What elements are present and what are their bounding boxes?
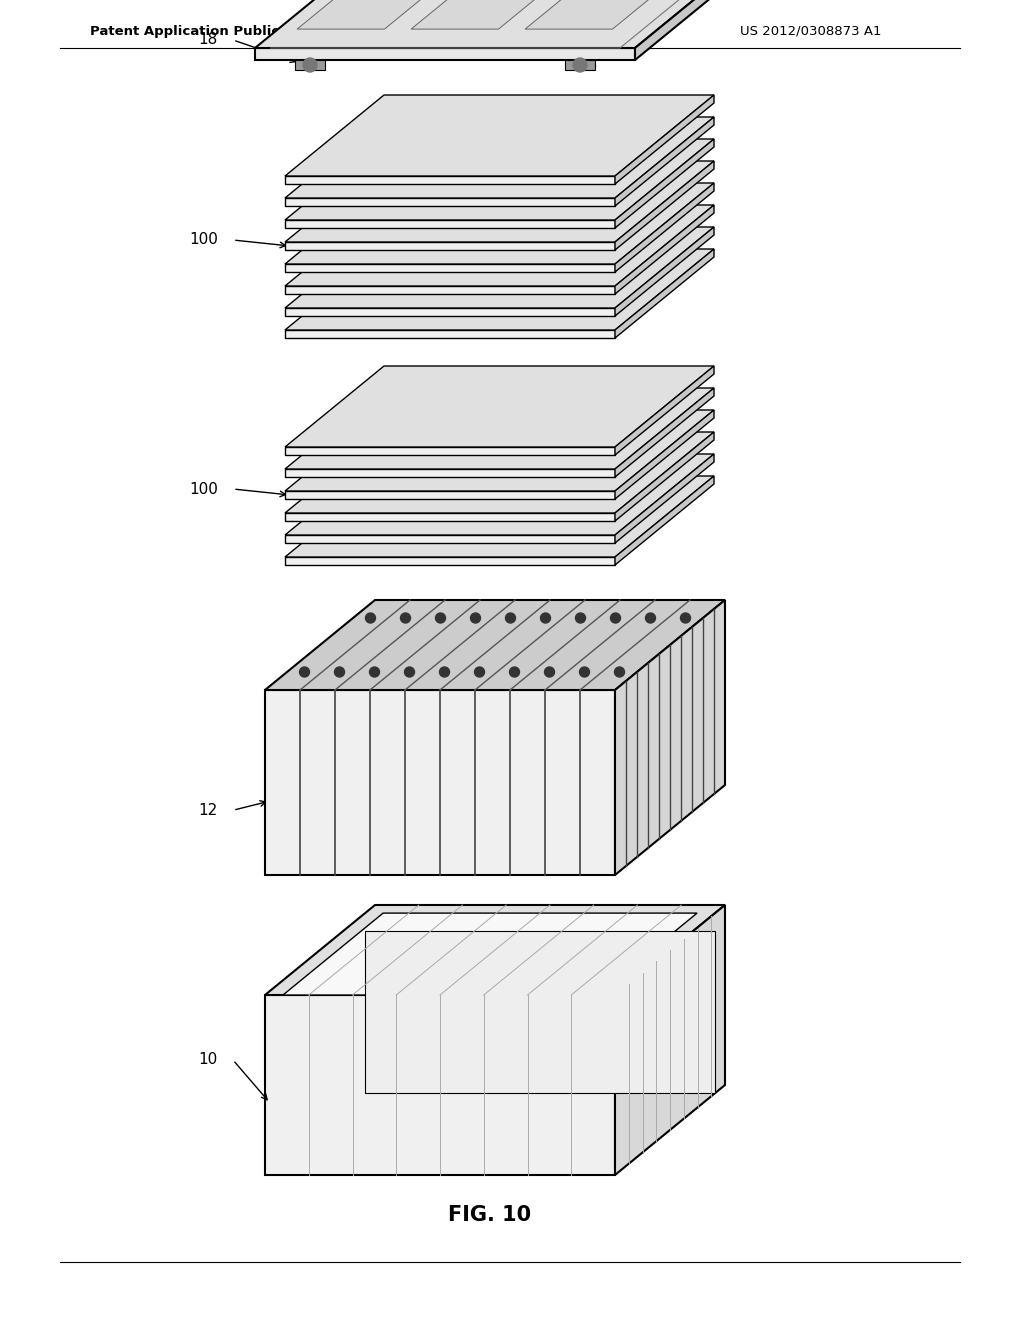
Polygon shape	[265, 690, 615, 875]
Polygon shape	[615, 601, 725, 875]
Polygon shape	[285, 176, 615, 183]
Circle shape	[335, 667, 344, 677]
Polygon shape	[285, 183, 714, 264]
Text: 10: 10	[199, 1052, 218, 1068]
Polygon shape	[285, 95, 714, 176]
Circle shape	[506, 612, 515, 623]
Polygon shape	[285, 469, 615, 477]
Polygon shape	[265, 995, 615, 1175]
Circle shape	[299, 667, 309, 677]
Polygon shape	[285, 454, 714, 535]
Polygon shape	[565, 59, 595, 70]
Polygon shape	[265, 601, 725, 690]
Polygon shape	[615, 183, 714, 272]
Polygon shape	[265, 906, 725, 995]
Polygon shape	[285, 205, 714, 286]
Circle shape	[541, 612, 551, 623]
Polygon shape	[615, 205, 714, 294]
Circle shape	[610, 612, 621, 623]
Text: US 2012/0308873 A1: US 2012/0308873 A1	[740, 25, 882, 38]
Polygon shape	[295, 59, 325, 70]
Polygon shape	[285, 477, 714, 557]
Circle shape	[303, 58, 317, 73]
Polygon shape	[285, 330, 615, 338]
Circle shape	[439, 667, 450, 677]
Polygon shape	[615, 227, 714, 315]
Circle shape	[510, 667, 519, 677]
Circle shape	[580, 667, 590, 677]
Polygon shape	[255, 48, 635, 59]
Polygon shape	[285, 220, 615, 228]
Polygon shape	[285, 264, 615, 272]
Circle shape	[575, 612, 586, 623]
Circle shape	[681, 612, 690, 623]
Polygon shape	[285, 447, 615, 455]
Polygon shape	[615, 454, 714, 543]
Polygon shape	[285, 432, 714, 513]
Polygon shape	[255, 0, 790, 48]
Polygon shape	[285, 557, 615, 565]
Circle shape	[435, 612, 445, 623]
Text: 100: 100	[189, 232, 218, 248]
Text: 12: 12	[199, 803, 218, 818]
Polygon shape	[285, 249, 714, 330]
Polygon shape	[635, 0, 790, 59]
Circle shape	[470, 612, 480, 623]
Polygon shape	[285, 161, 714, 242]
Polygon shape	[615, 432, 714, 521]
Polygon shape	[283, 913, 697, 995]
Polygon shape	[411, 0, 599, 29]
Polygon shape	[297, 0, 484, 29]
Polygon shape	[615, 366, 714, 455]
Polygon shape	[525, 0, 713, 29]
Text: Patent Application Publication: Patent Application Publication	[90, 25, 317, 38]
Polygon shape	[285, 491, 615, 499]
Polygon shape	[615, 161, 714, 249]
Circle shape	[474, 667, 484, 677]
Circle shape	[404, 667, 415, 677]
Polygon shape	[285, 411, 714, 491]
Circle shape	[366, 612, 376, 623]
Text: 100: 100	[189, 482, 218, 496]
Polygon shape	[615, 95, 714, 183]
Polygon shape	[285, 308, 615, 315]
Text: FIG. 10: FIG. 10	[449, 1205, 531, 1225]
Text: 18: 18	[199, 33, 218, 48]
Polygon shape	[615, 139, 714, 228]
Text: Sheet 10 of 22: Sheet 10 of 22	[555, 25, 653, 38]
Circle shape	[400, 612, 411, 623]
Circle shape	[614, 667, 625, 677]
Polygon shape	[615, 249, 714, 338]
Polygon shape	[285, 366, 714, 447]
Text: Dec. 6, 2012: Dec. 6, 2012	[385, 25, 470, 38]
Polygon shape	[285, 242, 615, 249]
Circle shape	[645, 612, 655, 623]
Polygon shape	[285, 286, 615, 294]
Polygon shape	[615, 411, 714, 499]
Polygon shape	[366, 931, 715, 1093]
Polygon shape	[285, 139, 714, 220]
Polygon shape	[285, 227, 714, 308]
Polygon shape	[285, 388, 714, 469]
Polygon shape	[615, 117, 714, 206]
Polygon shape	[615, 477, 714, 565]
Polygon shape	[615, 906, 725, 1175]
Polygon shape	[285, 535, 615, 543]
Circle shape	[545, 667, 555, 677]
Polygon shape	[285, 117, 714, 198]
Polygon shape	[615, 388, 714, 477]
Polygon shape	[285, 513, 615, 521]
Polygon shape	[285, 198, 615, 206]
Circle shape	[573, 58, 587, 73]
Circle shape	[370, 667, 380, 677]
